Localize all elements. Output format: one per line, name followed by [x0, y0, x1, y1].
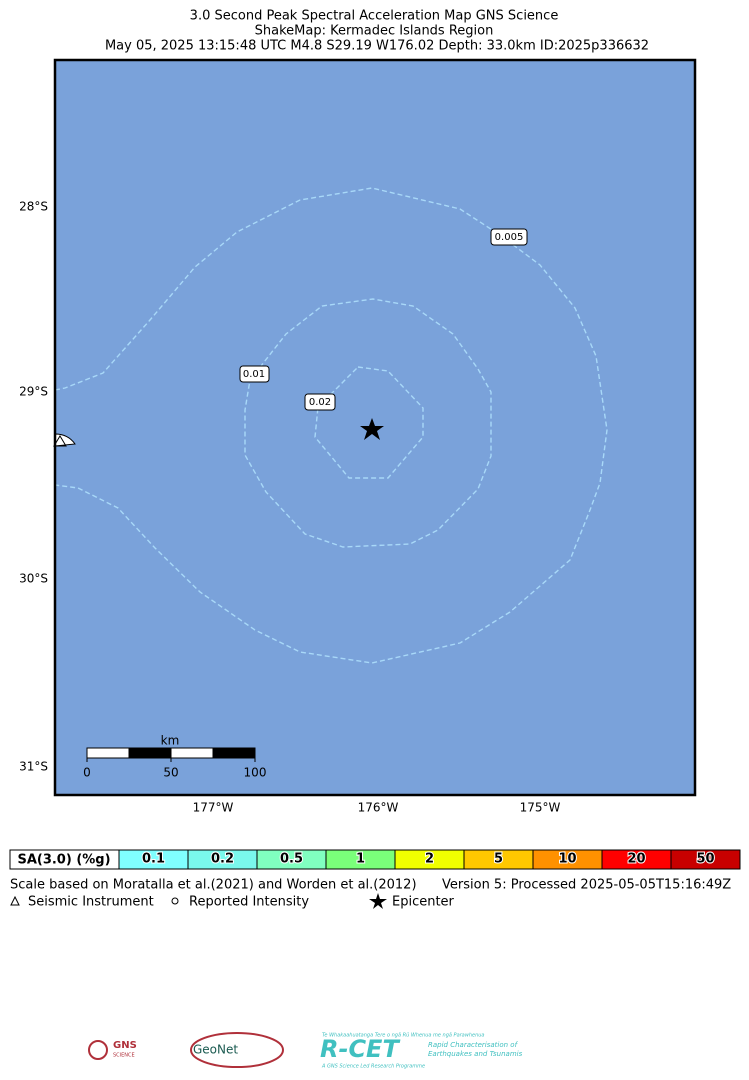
instrument [53, 435, 67, 447]
contour-label-box [304, 393, 336, 411]
lat-label: 29°S [19, 385, 48, 399]
legend-bin-label: 20 [627, 852, 645, 867]
rcet-logo: R-CET [320, 1035, 400, 1063]
key-circle [171, 897, 179, 905]
note-source: Scale based on Moratalla et al.(2021) an… [10, 878, 417, 893]
contour [244, 298, 492, 548]
contour [54, 187, 608, 664]
subtitle: ShakeMap: Kermadec Islands Region [255, 24, 494, 39]
contour-label-box [239, 365, 270, 383]
gns-logo: GNS [113, 1040, 137, 1051]
legend-bin-label: 50 [696, 852, 714, 867]
lat-label: 28°S [19, 200, 48, 214]
gns-sub: SCIENCE [113, 1053, 135, 1059]
key-instrument: Seismic Instrument [28, 895, 154, 910]
lat-label: 31°S [19, 760, 48, 774]
contour-label: 0.02 [309, 397, 331, 408]
note-version: Version 5: Processed 2025-05-05T15:16:49… [442, 878, 731, 893]
epicenter-star [360, 418, 384, 440]
lat-label: 30°S [19, 572, 48, 586]
legend-bin-label: 0.5 [280, 852, 303, 867]
event-info: May 05, 2025 13:15:48 UTC M4.8 S29.19 W1… [105, 39, 649, 54]
contour-label: 0.005 [495, 232, 524, 243]
contour [314, 366, 424, 479]
lon-label: 175°W [520, 801, 561, 815]
scale-label: 50 [163, 766, 178, 780]
legend-bin-label: 10 [558, 852, 576, 867]
legend-bin-label: 5 [494, 852, 503, 867]
legend-bin-label: 2 [425, 852, 434, 867]
legend-bin-label: 0.1 [142, 852, 165, 867]
title: 3.0 Second Peak Spectral Acceleration Ma… [190, 9, 559, 24]
geonet-ring [190, 1032, 284, 1068]
legend-bin-label: 1 [356, 852, 365, 867]
lon-label: 177°W [193, 801, 234, 815]
contour-label: 0.01 [243, 369, 265, 380]
contour-label-box [490, 228, 528, 246]
scale-seg [212, 747, 256, 759]
rcet-maori: Te Whakaahuatanga Tere o ngā Rū Whenua m… [322, 1033, 484, 1039]
geonet-logo: GeoNet [193, 1043, 238, 1057]
rcet-desc: Rapid Characterisation of [428, 1041, 519, 1049]
key-intensity: Reported Intensity [189, 895, 309, 910]
legend-bin [670, 849, 741, 870]
scale-label: 100 [244, 766, 267, 780]
map-frame [53, 58, 697, 797]
scale-seg [170, 747, 214, 759]
legend-bin-label: 0.2 [211, 852, 234, 867]
scale-label: 0 [83, 766, 91, 780]
gns-icon [88, 1040, 108, 1060]
rcet-program: A GNS Science Led Research Programme [321, 1064, 425, 1070]
scale-seg [86, 747, 130, 759]
rcet-desc: Earthquakes and Tsunamis [428, 1050, 523, 1058]
key-triangle [10, 895, 20, 906]
scale-seg [128, 747, 172, 759]
key-star [369, 893, 387, 909]
key-epicenter: Epicenter [392, 895, 455, 910]
legend-title: SA(3.0) (%g) [17, 853, 110, 868]
lon-label: 176°W [358, 801, 399, 815]
island [54, 433, 76, 447]
legend-bins: 0.1 0.2 0.5 1 2 5 10 20 50 [118, 849, 741, 870]
scale-unit: km [161, 734, 180, 748]
